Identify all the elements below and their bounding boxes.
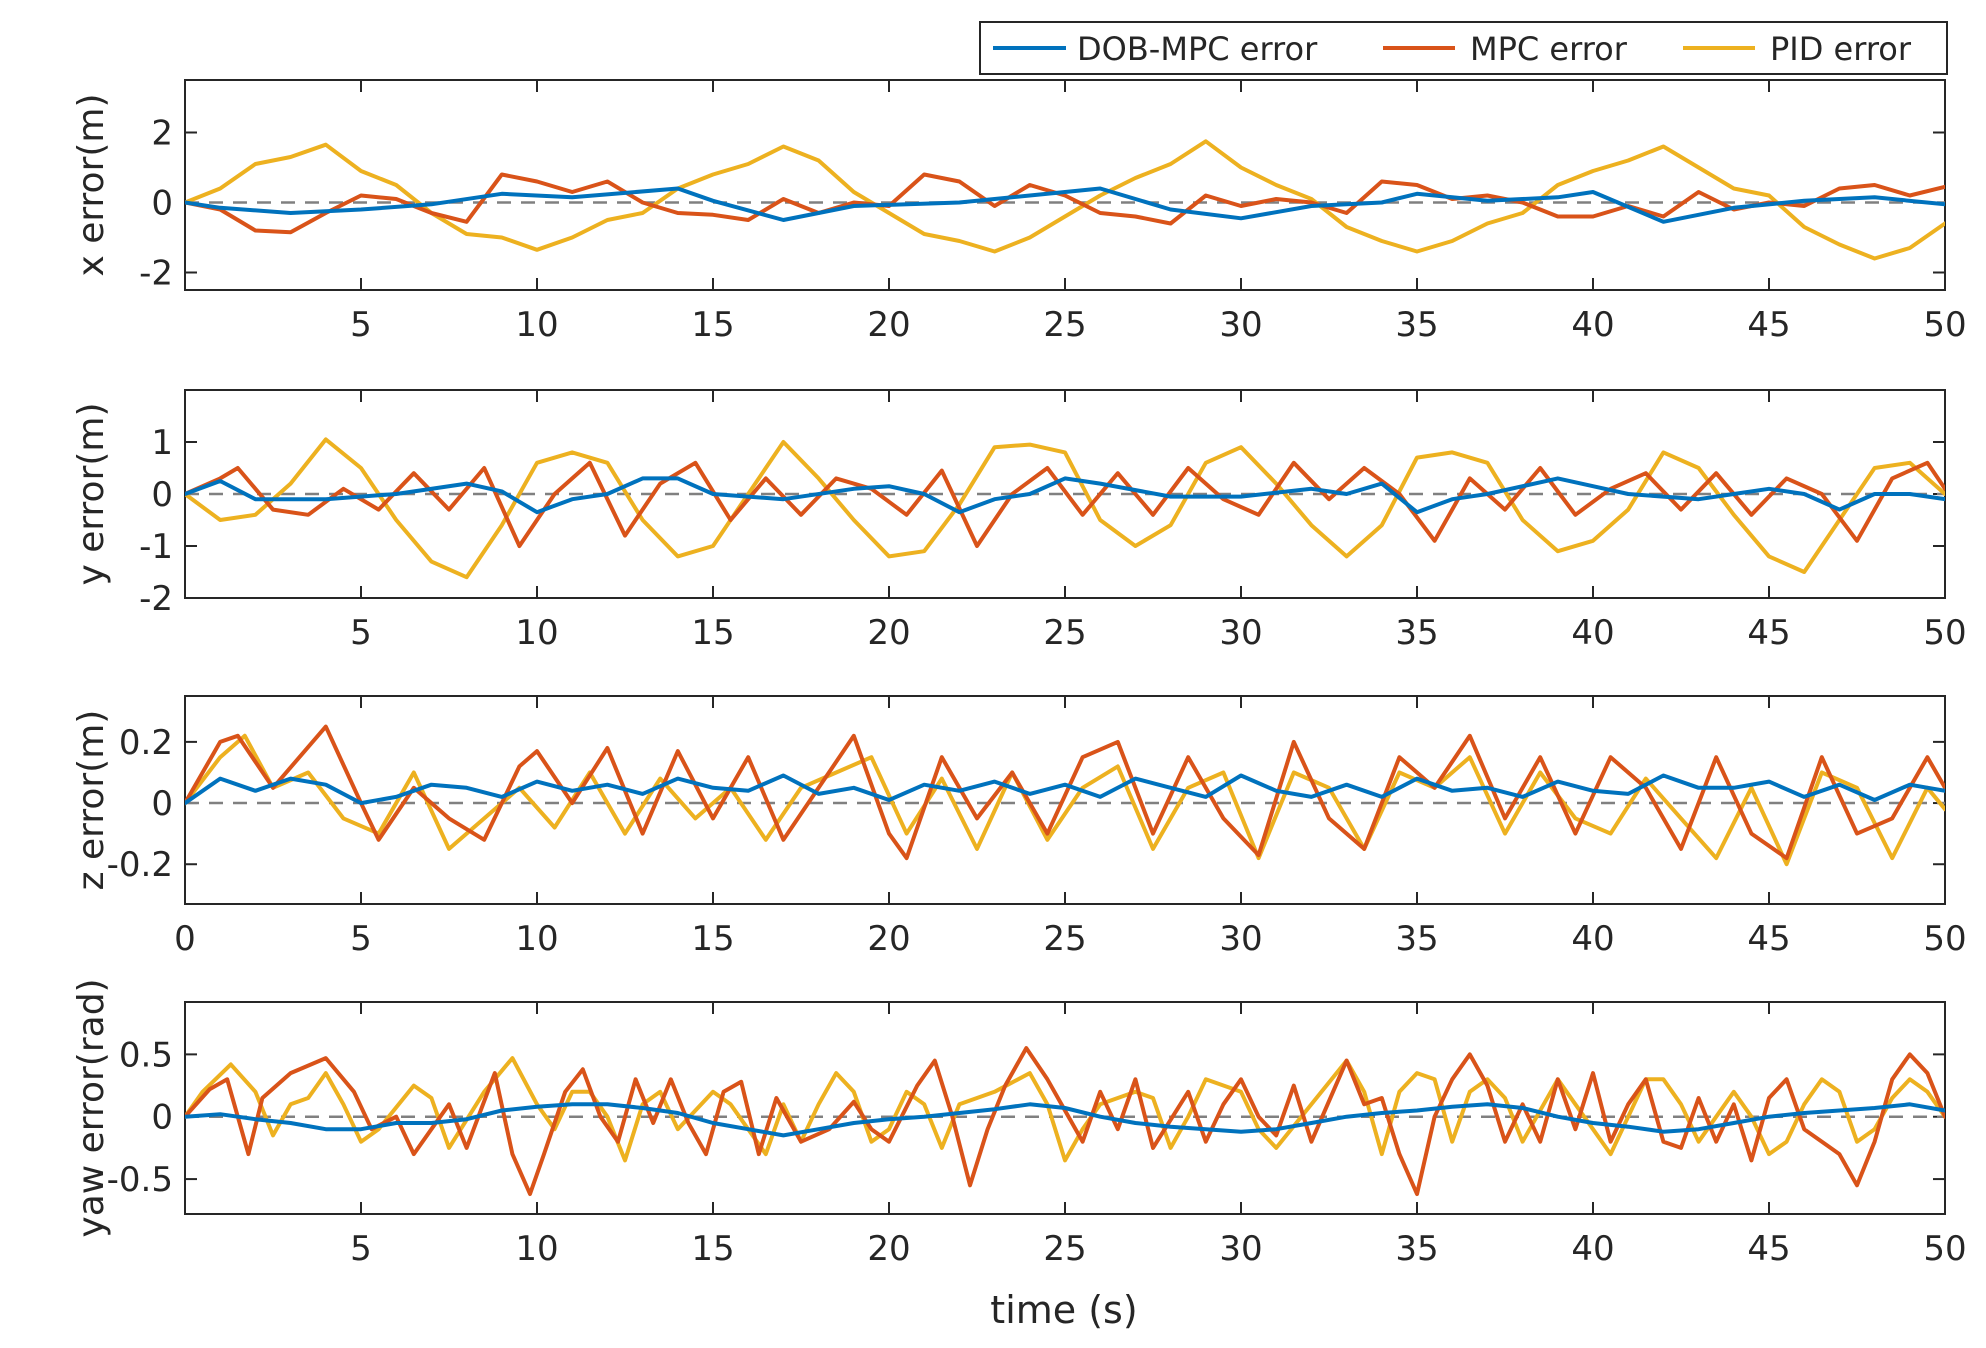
x-tick-label: 20 bbox=[867, 305, 910, 345]
series-line-dob bbox=[185, 476, 1945, 515]
x-tick-label: 45 bbox=[1747, 919, 1790, 959]
x-tick-label: 30 bbox=[1219, 305, 1262, 345]
series-line-pid bbox=[185, 139, 1945, 261]
legend-label-mpc: MPC error bbox=[1470, 30, 1628, 68]
x-tick-label: 15 bbox=[691, 613, 734, 653]
y-tick-label: 0.2 bbox=[119, 723, 173, 763]
legend: DOB-MPC error MPC error PID error bbox=[979, 21, 1948, 75]
x-tick-label: 5 bbox=[350, 613, 372, 653]
x-tick-label: 50 bbox=[1923, 1229, 1966, 1269]
series-line-pid bbox=[185, 1056, 1945, 1163]
x-tick-label: 35 bbox=[1395, 305, 1438, 345]
x-tick-label: 20 bbox=[867, 1229, 910, 1269]
x-tick-label: 15 bbox=[691, 1229, 734, 1269]
y-tick-label: -2 bbox=[139, 579, 173, 619]
x-tick-label: 25 bbox=[1043, 305, 1086, 345]
x-tick-label: 35 bbox=[1395, 919, 1438, 959]
y-axis-label: y error(m) bbox=[71, 402, 112, 585]
x-tick-label: 40 bbox=[1571, 613, 1614, 653]
x-tick-label: 50 bbox=[1923, 305, 1966, 345]
x-tick-label: 15 bbox=[691, 919, 734, 959]
x-tick-label: 50 bbox=[1923, 613, 1966, 653]
x-tick-label: 35 bbox=[1395, 1229, 1438, 1269]
x-axis-label: time (s) bbox=[990, 1288, 1137, 1332]
legend-label-dob: DOB-MPC error bbox=[1077, 30, 1318, 68]
y-axis-label: z error(m) bbox=[71, 710, 112, 891]
x-tick-label: 30 bbox=[1219, 919, 1262, 959]
x-tick-label: 35 bbox=[1395, 613, 1438, 653]
y-tick-label: 0 bbox=[151, 475, 173, 515]
series-line-mpc bbox=[185, 172, 1945, 235]
y-tick-label: 0 bbox=[151, 784, 173, 824]
x-tick-label: 10 bbox=[515, 919, 558, 959]
y-tick-label: 1 bbox=[151, 423, 173, 463]
x-tick-label: 30 bbox=[1219, 613, 1262, 653]
x-tick-label: 40 bbox=[1571, 1229, 1614, 1269]
x-tick-label: 40 bbox=[1571, 305, 1614, 345]
y-tick-label: 0 bbox=[151, 1098, 173, 1138]
x-tick-label: 10 bbox=[515, 305, 558, 345]
x-tick-label: 15 bbox=[691, 305, 734, 345]
y-tick-label: -0.2 bbox=[107, 845, 173, 885]
x-tick-label: 20 bbox=[867, 919, 910, 959]
x-tick-label: 10 bbox=[515, 1229, 558, 1269]
x-tick-label: 25 bbox=[1043, 613, 1086, 653]
x-tick-label: 10 bbox=[515, 613, 558, 653]
x-tick-label: 45 bbox=[1747, 305, 1790, 345]
x-tick-label: 40 bbox=[1571, 919, 1614, 959]
x-tick-label: 30 bbox=[1219, 1229, 1262, 1269]
x-tick-label: 50 bbox=[1923, 919, 1966, 959]
y-axis-label: x error(m) bbox=[71, 93, 112, 276]
y-tick-label: -1 bbox=[139, 527, 173, 567]
y-tick-label: -0.5 bbox=[107, 1160, 173, 1200]
series-line-dob bbox=[185, 186, 1945, 224]
panel-1: 5 10 15 20 25 30 35 40 45 50 -2 0 2 x error(m) bbox=[71, 79, 1967, 345]
y-tick-label: -2 bbox=[139, 254, 173, 294]
x-tick-label: 20 bbox=[867, 613, 910, 653]
x-tick-label: 5 bbox=[350, 305, 372, 345]
x-tick-label: 0 bbox=[174, 919, 196, 959]
x-tick-label: 5 bbox=[350, 919, 372, 959]
x-tick-label: 25 bbox=[1043, 1229, 1086, 1269]
legend-label-pid: PID error bbox=[1770, 30, 1912, 68]
series-line-mpc bbox=[185, 724, 1945, 861]
legend-box bbox=[979, 21, 1948, 75]
y-tick-label: 0.5 bbox=[119, 1035, 173, 1075]
y-axis-label: yaw error(rad) bbox=[71, 978, 112, 1237]
series-line-pid bbox=[185, 437, 1945, 580]
x-tick-label: 5 bbox=[350, 1229, 372, 1269]
y-tick-label: 2 bbox=[151, 114, 173, 154]
series-line-mpc bbox=[185, 1046, 1945, 1196]
series-line-pid bbox=[185, 733, 1945, 867]
x-tick-label: 45 bbox=[1747, 613, 1790, 653]
axes-frame bbox=[184, 79, 1946, 291]
panel-2: 5 10 15 20 25 30 35 40 45 50 -2 -1 0 1 y error(m) bbox=[71, 389, 1967, 653]
x-tick-label: 45 bbox=[1747, 1229, 1790, 1269]
panel-3: 0 5 10 15 20 25 30 35 40 45 50-0.200.2z error(m) bbox=[71, 695, 1967, 959]
series-line-dob bbox=[185, 773, 1945, 806]
x-tick-label: 25 bbox=[1043, 919, 1086, 959]
y-tick-label: 0 bbox=[151, 184, 173, 224]
series-line-mpc bbox=[185, 460, 1945, 548]
series-line-dob bbox=[185, 1102, 1945, 1138]
